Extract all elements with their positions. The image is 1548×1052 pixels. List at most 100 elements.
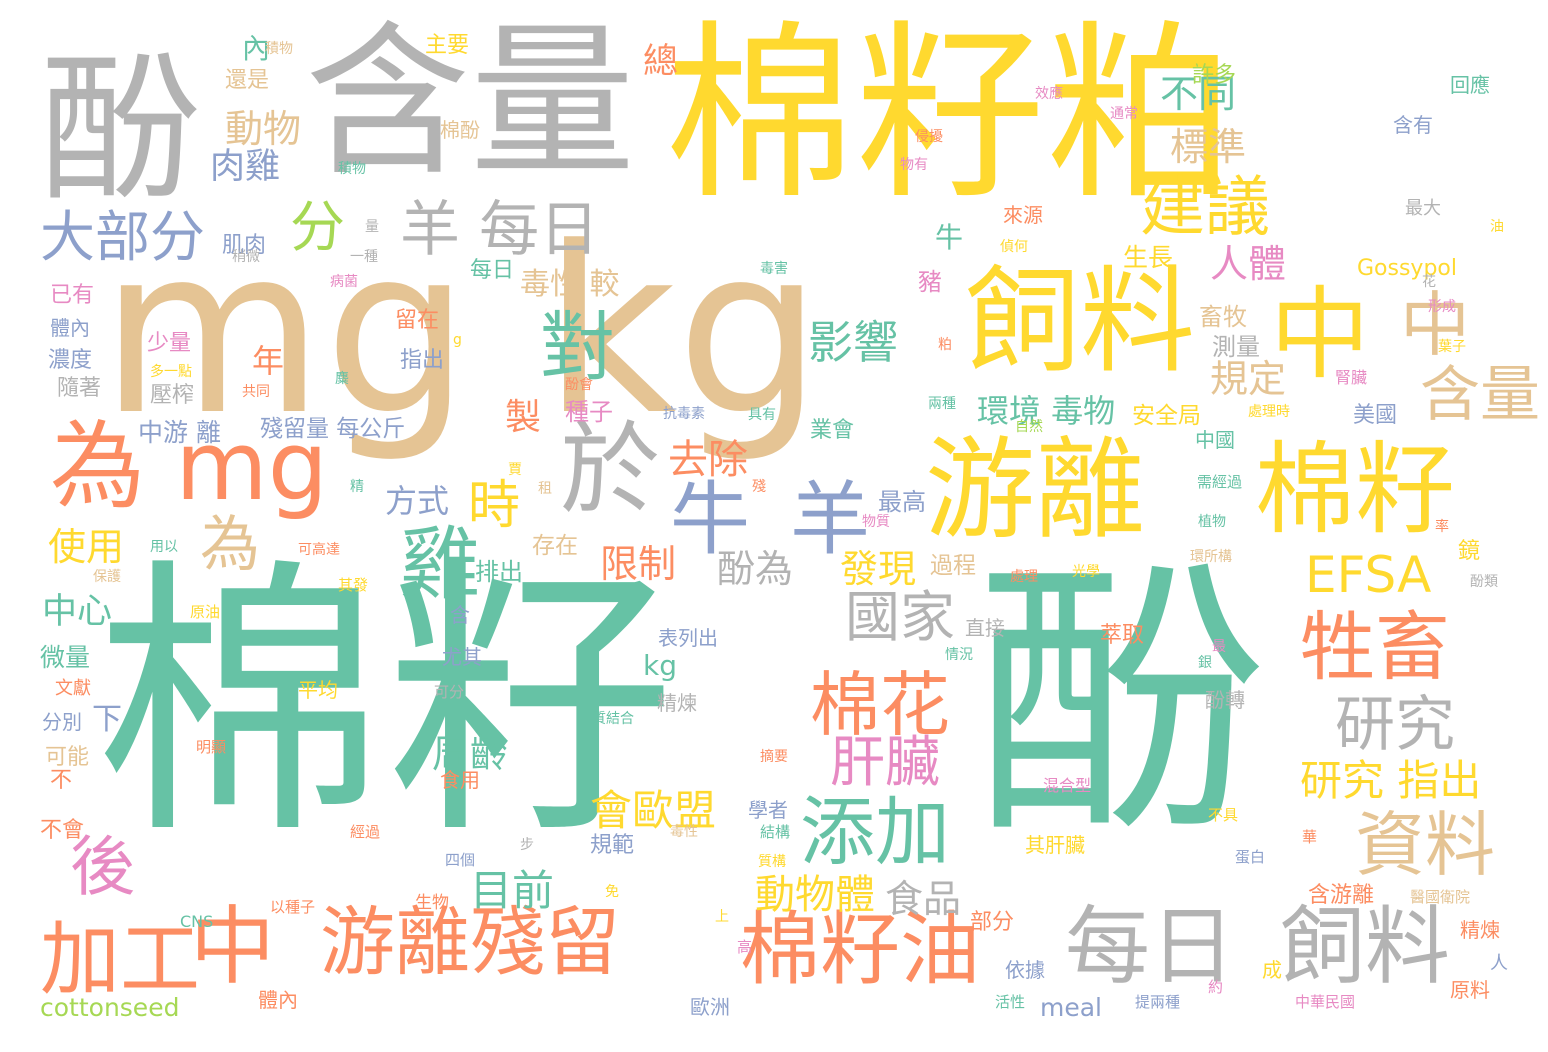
word-119: 學者 bbox=[748, 798, 788, 822]
word-84: 排出 bbox=[475, 558, 523, 586]
word-196: 稍微 bbox=[232, 249, 260, 265]
word-88: 主要 bbox=[425, 33, 470, 58]
word-80: 中游 離 bbox=[138, 418, 221, 447]
word-11: 為 mg bbox=[50, 412, 329, 522]
word-117: 萃取 bbox=[1100, 623, 1145, 648]
word-5: 酚 bbox=[40, 36, 201, 223]
word-9: 游離 bbox=[925, 426, 1145, 554]
word-161: 質結合 bbox=[592, 711, 634, 727]
word-138: 可分 bbox=[434, 683, 465, 701]
word-130: 歐洲 bbox=[690, 995, 730, 1019]
word-195: 一種 bbox=[350, 249, 378, 265]
word-112: 表列出 bbox=[658, 626, 718, 650]
word-67: Gossypol bbox=[1357, 256, 1457, 281]
word-38: 時 bbox=[468, 476, 521, 536]
word-86: 種子 bbox=[565, 398, 613, 426]
word-142: 可高達 bbox=[298, 542, 340, 558]
word-191: 花 bbox=[1422, 274, 1436, 290]
word-91: 許多 bbox=[1192, 63, 1237, 88]
word-183: 麋 bbox=[335, 371, 349, 387]
word-71: 牛 bbox=[935, 221, 964, 254]
word-104: 微量 bbox=[40, 643, 91, 672]
word-204: 效應 bbox=[1035, 86, 1063, 102]
word-133: CNS bbox=[180, 912, 214, 931]
word-24: 研究 bbox=[1335, 690, 1455, 760]
word-107: 不會 bbox=[40, 818, 85, 843]
word-146: 提兩種 bbox=[1135, 993, 1181, 1011]
word-48: 酚為 bbox=[717, 547, 794, 591]
word-150: 華 bbox=[1302, 828, 1318, 846]
word-185: 多一點 bbox=[150, 364, 192, 380]
word-30: EFSA bbox=[1305, 546, 1432, 604]
word-68: cottonseed bbox=[40, 993, 180, 1022]
word-187: 粕 bbox=[938, 337, 952, 353]
word-114: 食用 bbox=[440, 768, 480, 792]
word-201: 侵擾 bbox=[915, 129, 943, 145]
word-4: 棉籽粕 bbox=[665, 4, 1236, 225]
word-135: 四個 bbox=[445, 851, 476, 869]
word-109: 不 bbox=[50, 768, 73, 793]
word-29: 國家 bbox=[845, 585, 956, 649]
word-20: 大部分 bbox=[40, 205, 206, 269]
word-125: 依據 bbox=[1005, 958, 1045, 982]
word-92: 回應 bbox=[1450, 73, 1490, 97]
word-16: 雞 bbox=[400, 518, 480, 611]
word-186: g bbox=[453, 332, 462, 348]
word-10: 棉籽 bbox=[1255, 431, 1455, 548]
word-144: 中華民國 bbox=[1295, 993, 1356, 1011]
word-173: 植物 bbox=[1198, 514, 1226, 530]
word-149: 不具 bbox=[1208, 806, 1239, 824]
word-127: 原料 bbox=[1450, 978, 1490, 1002]
word-164: 最 bbox=[1212, 639, 1226, 655]
word-193: 偵何 bbox=[1000, 239, 1028, 255]
word-151: 約 bbox=[1208, 978, 1224, 996]
word-106: 可能 bbox=[45, 745, 90, 770]
word-129: 鏡 bbox=[1458, 539, 1481, 564]
word-69: meal bbox=[1040, 993, 1102, 1022]
word-0: 棉籽 bbox=[95, 536, 675, 873]
word-202: 物有 bbox=[900, 157, 928, 173]
word-35: 游離殘留 bbox=[320, 898, 621, 986]
word-90: 棉酚 bbox=[440, 118, 480, 142]
word-19: 羊 每日 bbox=[400, 195, 600, 265]
word-178: 殘 bbox=[752, 479, 766, 495]
word-120: 其肝臟 bbox=[1025, 833, 1085, 857]
word-180: 租 bbox=[538, 481, 552, 497]
word-116: 直接 bbox=[965, 616, 1005, 640]
word-160: 摘要 bbox=[760, 749, 788, 765]
word-148: 蛋白 bbox=[1235, 848, 1266, 866]
word-66: 下 bbox=[92, 702, 122, 737]
word-123: 含游離 bbox=[1308, 883, 1375, 908]
word-41: 研究 指出 bbox=[1300, 756, 1482, 805]
word-37: 後 bbox=[70, 830, 136, 905]
word-2: mg kg bbox=[100, 199, 823, 466]
word-32: 飼料 bbox=[1280, 898, 1451, 997]
word-128: 人 bbox=[1490, 953, 1508, 974]
word-46: 目前 bbox=[470, 866, 555, 915]
word-42: 會歐盟 bbox=[590, 786, 717, 835]
word-189: 葉子 bbox=[1438, 339, 1466, 355]
word-79: 過程 bbox=[930, 553, 976, 579]
word-31: 每日 bbox=[1065, 898, 1236, 997]
word-1: 酚 bbox=[975, 536, 1265, 873]
word-100: 少量 bbox=[147, 331, 192, 356]
word-28: 資料 bbox=[1355, 804, 1495, 886]
word-75: 安全局 bbox=[1132, 403, 1201, 429]
word-64: 中心 bbox=[42, 592, 113, 632]
word-14: 羊 bbox=[790, 473, 870, 566]
word-44: 動物體 bbox=[755, 872, 875, 918]
word-110: 含 bbox=[450, 603, 470, 627]
word-97: 體內 bbox=[50, 316, 90, 340]
word-157: 結構 bbox=[760, 823, 791, 841]
word-181: 精 bbox=[350, 479, 364, 495]
word-87: 肌肉 bbox=[222, 233, 267, 258]
word-77: 美國 bbox=[1353, 403, 1398, 428]
word-154: 免 bbox=[605, 884, 619, 900]
word-72: 生長 bbox=[1123, 243, 1174, 272]
word-17: 為 bbox=[200, 510, 260, 580]
word-111: 尤其 bbox=[442, 645, 482, 669]
word-6: 飼料 bbox=[965, 255, 1196, 389]
word-94: 最大 bbox=[1405, 198, 1441, 219]
word-167: 自然 bbox=[1015, 419, 1043, 435]
